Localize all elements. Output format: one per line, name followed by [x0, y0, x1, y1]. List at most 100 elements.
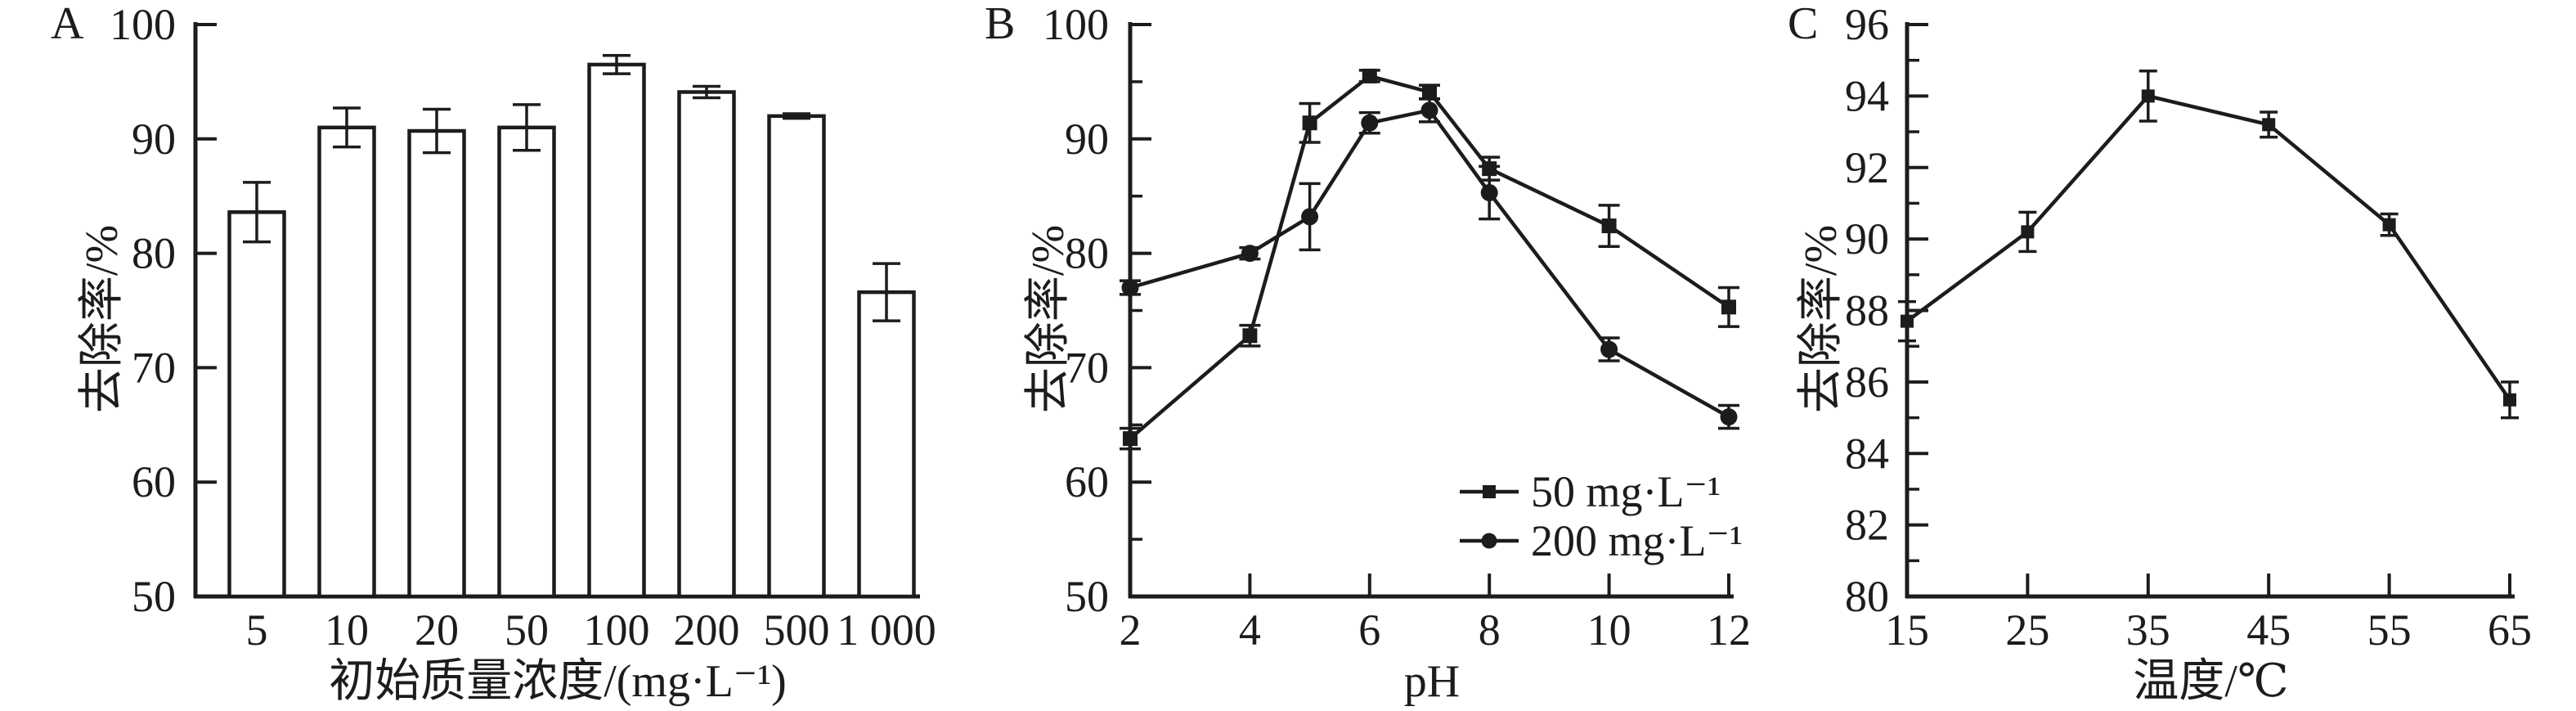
error-bar [783, 112, 810, 120]
y-tick-label: 96 [1845, 0, 1889, 49]
y-axis-label: 去除率/% [1023, 225, 1074, 413]
y-axis-label: 去除率/% [1796, 225, 1847, 413]
x-tick-label: 45 [2246, 605, 2291, 655]
data-point-square-icon [1601, 218, 1617, 234]
data-point-circle-icon [1121, 279, 1139, 297]
y-tick-label: 88 [1845, 286, 1889, 335]
data-point-square-icon [2262, 118, 2276, 132]
error-bar [603, 53, 631, 75]
x-tick-label: 2 [1120, 605, 1142, 655]
y-tick-label: 94 [1845, 71, 1889, 120]
x-tick-label: 10 [325, 605, 369, 655]
x-tick-label: 12 [1707, 605, 1751, 655]
error-bar [243, 181, 271, 244]
data-point-square-icon [2382, 218, 2396, 232]
x-tick-label: 65 [2488, 605, 2532, 655]
error-bar [513, 103, 541, 152]
bar-20 [407, 128, 466, 599]
error-bar [333, 106, 361, 149]
y-tick-label: 80 [1845, 572, 1889, 621]
panel-b: B 50 60 70 80 90 100 去除率/% pH 2 4 6 8 10 12 50 mg·L⁻¹ 20… [924, 0, 1776, 711]
data-point-square-icon [1362, 68, 1377, 83]
data-point-square-icon [1422, 84, 1437, 100]
y-tick-label: 82 [1845, 501, 1889, 550]
series-line-1 [1129, 108, 1730, 419]
series-line-0 [1905, 93, 2511, 401]
panel-label: B [985, 0, 1015, 49]
x-tick-label: 4 [1239, 605, 1261, 655]
x-tick-label: 10 [1587, 605, 1631, 655]
x-axis-label: 初始质量浓度/(mg·L⁻¹) [329, 656, 787, 707]
error-bar [423, 107, 451, 155]
chart-b-line: B 50 60 70 80 90 100 去除率/% pH 2 4 6 8 10 12 50 mg·L⁻¹20… [985, 0, 1751, 707]
x-tick-label: 100 [584, 605, 650, 655]
panel-label: A [51, 0, 84, 49]
bar-5 [227, 210, 286, 599]
data-point-circle-icon [1481, 533, 1497, 549]
x-axis-label: 温度/℃ [2133, 656, 2288, 707]
chart-c-line: C 80 82 84 86 88 90 92 94 96 去除率/% 温度/℃ 15 25 35 45 55 65 [1788, 0, 2532, 707]
y-tick-label: 100 [1043, 0, 1109, 49]
x-tick-label: 25 [2005, 605, 2049, 655]
y-tick-label: 84 [1845, 429, 1889, 478]
x-tick-label: 35 [2126, 605, 2170, 655]
x-tick-label: 200 [674, 605, 740, 655]
data-point-circle-icon [1720, 408, 1738, 426]
y-tick-label: 90 [132, 115, 176, 164]
y-axis-label: 去除率/% [77, 225, 128, 413]
data-point-square-icon [1242, 328, 1258, 344]
data-point-square-icon [1302, 115, 1317, 131]
bar-500 [767, 114, 826, 599]
data-point-square-icon [2503, 393, 2516, 407]
y-tick-label: 60 [132, 457, 176, 506]
y-tick-label: 50 [132, 572, 176, 621]
y-tick-label: 50 [1065, 572, 1109, 621]
data-point-square-icon [1483, 485, 1496, 498]
y-tick-label: 86 [1845, 358, 1889, 407]
x-tick-label: 20 [415, 605, 459, 655]
y-tick-label: 80 [1065, 229, 1109, 278]
data-point-circle-icon [1480, 184, 1498, 202]
panel-label: C [1788, 0, 1818, 49]
y-tick-label: 100 [110, 0, 176, 49]
error-bar [693, 84, 720, 100]
x-tick-label: 5 [246, 605, 268, 655]
panel-a: A 50 60 70 80 90 100 去除率/% 初始质量浓度/(mg·L⁻¹) 5 10 20 5… [0, 0, 936, 711]
y-tick-label: 90 [1065, 115, 1109, 164]
data-point-circle-icon [1600, 340, 1618, 358]
y-tick-label: 80 [132, 229, 176, 278]
x-axis-label: pH [1404, 656, 1460, 707]
legend-label: 200 mg·L⁻¹ [1531, 516, 1743, 565]
data-point-circle-icon [1420, 101, 1438, 119]
x-tick-label: 8 [1479, 605, 1501, 655]
error-bar [873, 262, 900, 322]
x-tick-label: 15 [1885, 605, 1929, 655]
y-tick-label: 90 [1845, 214, 1889, 263]
data-point-circle-icon [1241, 245, 1259, 263]
x-tick-label: 1 000 [837, 605, 936, 655]
data-point-square-icon [1123, 431, 1138, 447]
y-tick-label: 92 [1845, 143, 1889, 192]
x-tick-label: 50 [505, 605, 549, 655]
legend-label: 50 mg·L⁻¹ [1531, 467, 1721, 516]
y-tick-label: 70 [1065, 343, 1109, 392]
y-tick-label: 70 [132, 343, 176, 392]
data-point-square-icon [2141, 89, 2155, 103]
series-line-0 [1129, 74, 1730, 440]
data-point-square-icon [1721, 299, 1736, 315]
data-point-square-icon [1901, 314, 1914, 328]
bar-50 [497, 125, 556, 599]
panel-c: C 80 82 84 86 88 90 92 94 96 去除率/% 温度/℃ 15 25 35 45 55 65 [1776, 0, 2576, 711]
x-tick-label: 6 [1358, 605, 1380, 655]
data-point-circle-icon [1361, 114, 1379, 132]
chart-a-bar: A 50 60 70 80 90 100 去除率/% 初始质量浓度/(mg·L⁻¹) 5 10 20 5… [51, 0, 936, 707]
data-point-square-icon [2021, 225, 2035, 239]
legend-item-0: 50 mg·L⁻¹ [1460, 467, 1721, 516]
bar-200 [677, 90, 736, 599]
x-tick-label: 55 [2367, 605, 2412, 655]
x-tick-label: 500 [764, 605, 830, 655]
bar-100 [587, 62, 646, 599]
legend-item-1: 200 mg·L⁻¹ [1460, 516, 1743, 565]
